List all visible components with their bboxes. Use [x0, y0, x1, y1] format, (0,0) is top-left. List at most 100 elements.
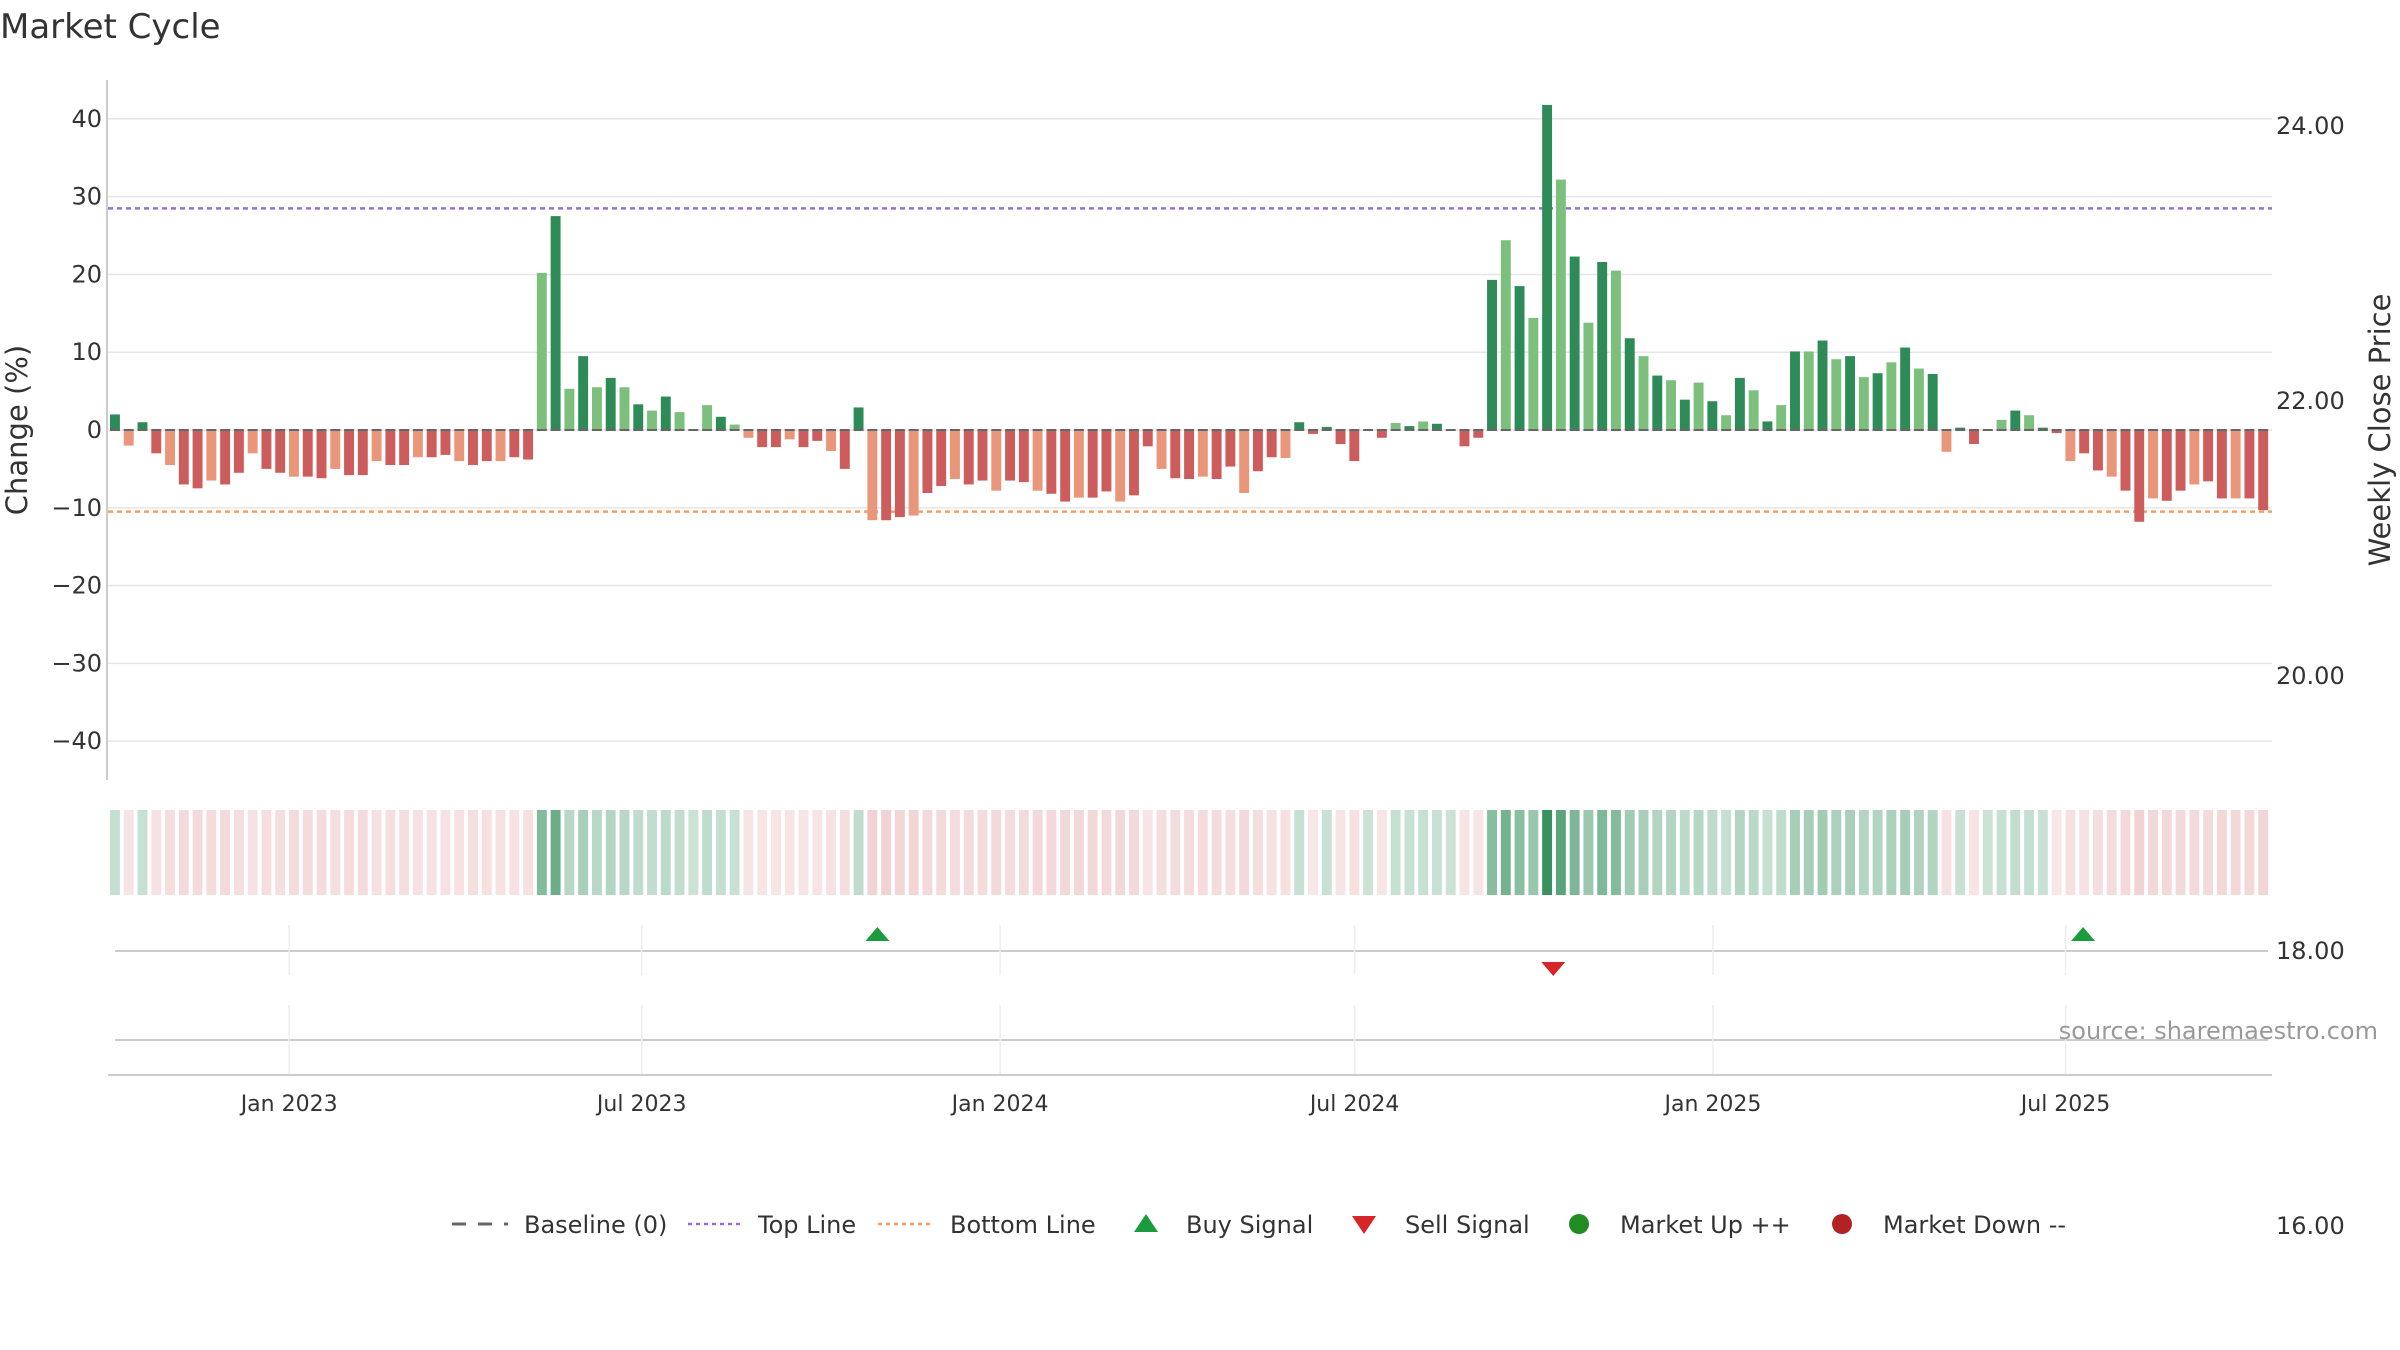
bar	[357, 430, 368, 476]
cycle-heat-strip	[110, 810, 2269, 895]
strip-cell	[2216, 810, 2227, 895]
strip-cell	[1845, 810, 1856, 895]
bar	[867, 430, 878, 521]
strip-cell	[289, 810, 299, 895]
strip-cell	[702, 810, 713, 895]
bar	[481, 430, 492, 462]
bar	[2079, 430, 2090, 454]
bar	[1803, 351, 1814, 430]
bar	[564, 388, 575, 430]
bar	[206, 430, 217, 481]
bar	[468, 430, 478, 465]
strip-cell	[247, 810, 258, 895]
strip-cell	[1115, 810, 1126, 895]
bar	[178, 430, 189, 485]
strip-cell	[536, 810, 547, 895]
reference-lines	[108, 207, 2272, 513]
bar	[922, 430, 933, 493]
bar	[2106, 430, 2117, 477]
bar	[1817, 340, 1828, 430]
strip-cell	[385, 810, 396, 895]
strip-cell	[633, 810, 644, 895]
x-tick-label: Jul 2024	[1308, 1092, 1400, 1117]
bar	[1996, 419, 2007, 430]
strip-cell	[1349, 810, 1360, 895]
strip-cell	[591, 810, 602, 895]
bar	[1252, 430, 1263, 472]
bar	[399, 430, 410, 465]
legend-label-baseline: Baseline (0)	[524, 1211, 667, 1239]
strip-cell	[963, 810, 974, 895]
strip-cell	[2106, 810, 2117, 895]
strip-cell	[674, 810, 685, 895]
strip-cell	[950, 810, 960, 895]
strip-cell	[426, 810, 437, 895]
strip-cell	[619, 810, 630, 895]
strip-cell	[1239, 810, 1250, 895]
bar	[1569, 256, 1580, 430]
bar	[330, 430, 341, 469]
strip-cell	[509, 810, 520, 895]
bar	[1487, 279, 1497, 430]
bar	[454, 430, 465, 462]
strip-cell	[770, 810, 781, 895]
bar	[1597, 262, 1608, 430]
bar	[1913, 368, 1924, 430]
bar	[1473, 430, 1484, 438]
strip-cell	[826, 810, 836, 895]
bar	[770, 430, 781, 448]
bar	[1073, 430, 1084, 498]
bar	[550, 216, 561, 430]
bar	[1018, 430, 1029, 483]
bar	[1624, 338, 1635, 430]
strip-cell	[454, 810, 465, 895]
bar	[729, 424, 740, 430]
x-tick-label: Jan 2024	[950, 1092, 1049, 1117]
strip-cell	[316, 810, 327, 895]
bar	[1032, 430, 1043, 491]
bar	[1308, 430, 1318, 434]
strip-cell	[936, 810, 947, 895]
buy-signal-marker	[2071, 927, 2096, 941]
bar	[495, 430, 506, 462]
left-tick-label: −40	[51, 727, 102, 755]
strip-cell	[1693, 810, 1704, 895]
strip-cell	[1335, 810, 1346, 895]
bar	[881, 430, 892, 521]
strip-cell	[2120, 810, 2131, 895]
strip-cell	[757, 810, 768, 895]
bars	[110, 104, 2269, 522]
strip-cell	[977, 810, 988, 895]
strip-cell	[151, 810, 162, 895]
legend-swatch-sell-signal	[1352, 1216, 1376, 1234]
bar	[385, 430, 396, 465]
bar	[1969, 430, 1979, 444]
bar	[2092, 430, 2103, 471]
bar	[1060, 430, 1071, 502]
legend-label-market-up: Market Up ++	[1620, 1211, 1791, 1239]
strip-cell	[1170, 810, 1181, 895]
strip-cell	[2148, 810, 2158, 895]
legend-label-top-line: Top Line	[757, 1211, 856, 1239]
strip-cell	[1473, 810, 1484, 895]
strip-cell	[137, 810, 148, 895]
strip-cell	[330, 810, 341, 895]
strip-cell	[1184, 810, 1195, 895]
bar	[1197, 430, 1208, 477]
x-tick-label: Jan 2023	[239, 1092, 338, 1117]
strip-cell	[1294, 810, 1305, 895]
bar	[1528, 318, 1539, 430]
bar	[605, 377, 616, 430]
right-y-ticks: 24.00 22.00 20.00 18.00 16.00	[2276, 112, 2345, 1240]
bar	[275, 430, 286, 473]
strip-cell	[1927, 810, 1938, 895]
signal-panel	[115, 925, 2268, 976]
strip-cell	[1666, 810, 1676, 895]
bar	[1748, 390, 1759, 430]
bar	[123, 430, 134, 446]
bar	[853, 407, 864, 430]
lower-panel	[108, 1005, 2272, 1076]
strip-cell	[261, 810, 272, 895]
bar	[2258, 430, 2269, 511]
bar	[412, 430, 423, 458]
